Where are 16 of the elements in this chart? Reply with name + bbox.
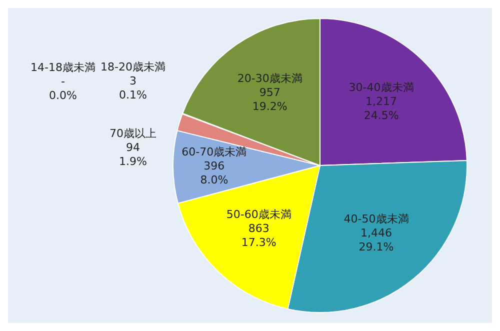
- data-label: 3 0.1%: [119, 74, 147, 102]
- slice-label: 40-50歳未満: [344, 212, 409, 226]
- text: - 0.0%: [49, 74, 77, 102]
- data-label: 1,217 24.5%: [364, 94, 399, 122]
- slice-label: 70歳以上: [110, 127, 156, 140]
- slice-label: 60-70歳未満: [182, 145, 247, 158]
- data-label: 957 19.2%: [252, 86, 288, 113]
- slice-label: 20-30歳未満: [237, 72, 302, 85]
- data-label: 1,446 29.1%: [358, 226, 394, 254]
- data-label: 863 17.3%: [241, 222, 276, 249]
- data-label: 94 1.9%: [119, 141, 147, 168]
- slice-label: 50-60歳未満: [226, 208, 292, 221]
- category-label: 14-18歳未満: [30, 60, 96, 74]
- slice-label: 30-40歳未満: [348, 80, 414, 94]
- data-label: 396 8.0%: [200, 159, 228, 186]
- slice-label: 18-20歳未満: [100, 60, 166, 74]
